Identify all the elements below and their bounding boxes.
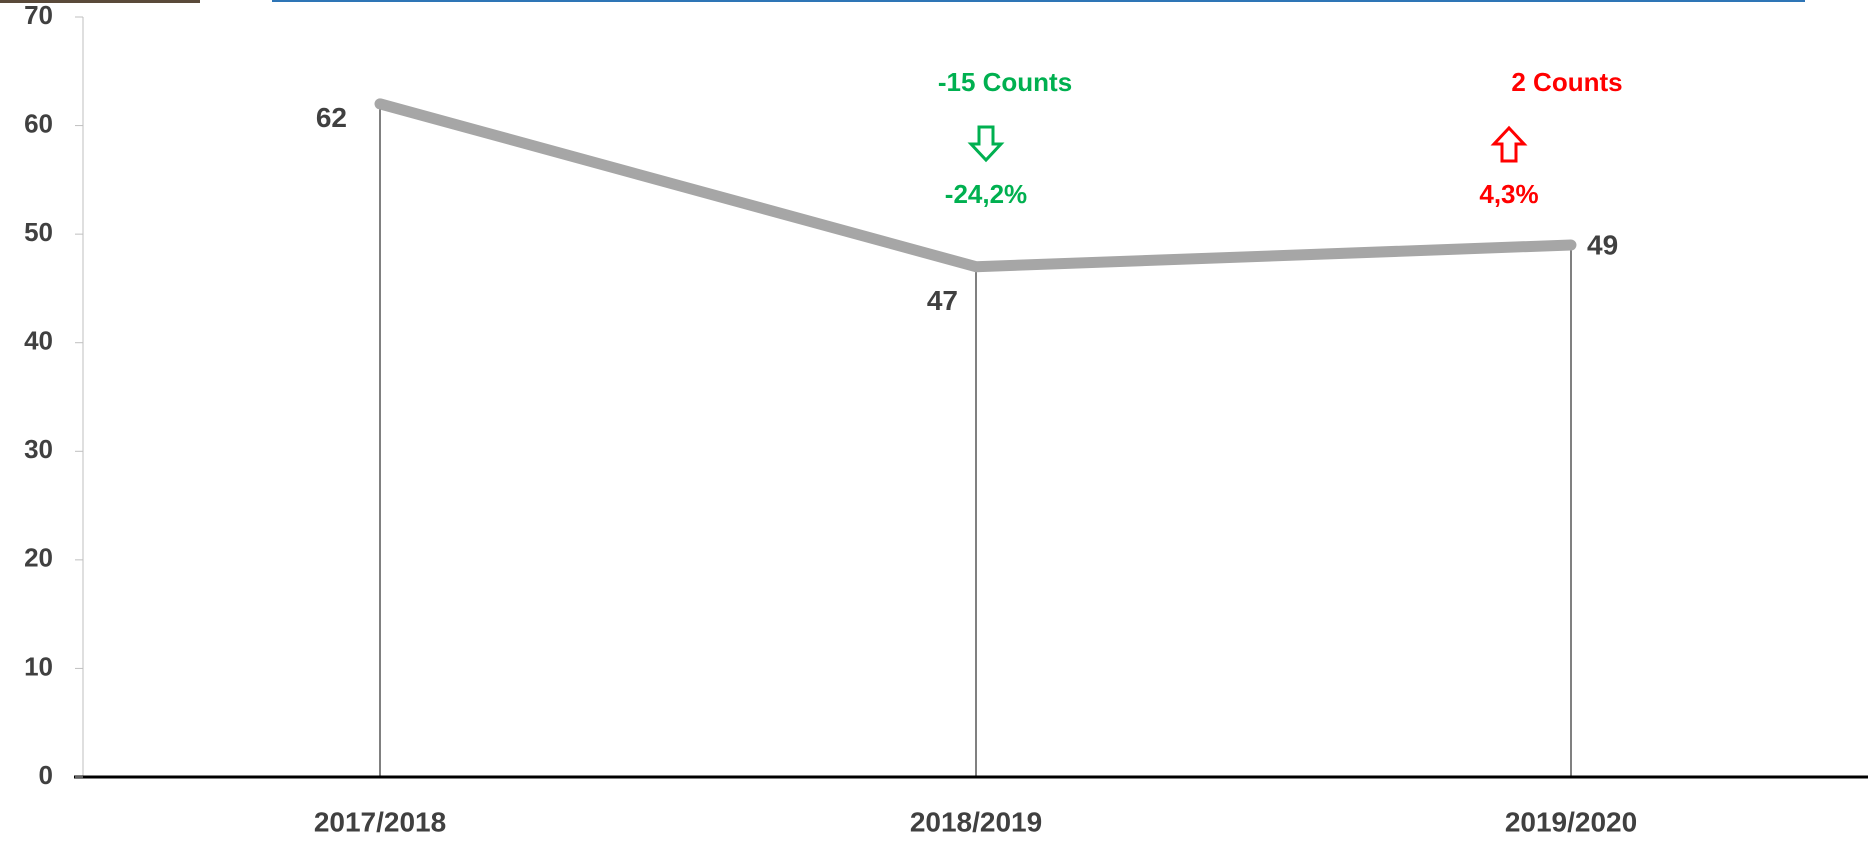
y-tick-label: 10 [24,651,53,681]
annotation-title: -15 Counts [938,67,1072,97]
y-tick-label: 40 [24,326,53,356]
data-label: 47 [927,285,958,316]
y-tick-label: 30 [24,434,53,464]
data-label: 62 [316,102,347,133]
y-tick-label: 70 [24,0,53,30]
x-tick-label: 2019/2020 [1505,806,1637,837]
trend-arrow [971,127,1001,160]
page: 0 10 20 30 40 50 60 70 2017/2018 2018/2019 2019/20… [0,0,1868,846]
annotation-change: 4,3% [1479,179,1538,209]
annotation-title: 2 Counts [1511,67,1622,97]
y-tick-label: 60 [24,108,53,138]
trend-arrow [1494,128,1524,161]
chart: 0 10 20 30 40 50 60 70 2017/2018 2018/2019 2019/20… [0,0,1868,846]
y-tick-label: 50 [24,217,53,247]
y-tick-label: 0 [39,760,53,790]
x-tick-label: 2017/2018 [314,806,446,837]
y-tick-label: 20 [24,543,53,573]
data-label: 49 [1587,229,1618,260]
x-tick-label: 2018/2019 [910,806,1042,837]
annotation-change: -24,2% [945,179,1027,209]
